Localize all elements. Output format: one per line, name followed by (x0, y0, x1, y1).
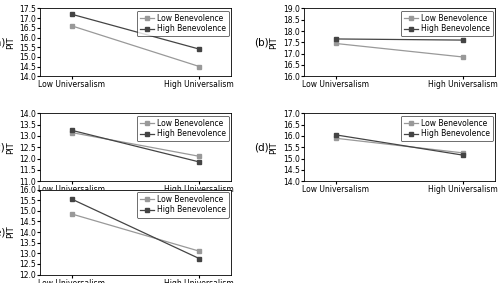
Legend: Low Benevolence, High Benevolence: Low Benevolence, High Benevolence (137, 192, 229, 218)
Y-axis label: PIT: PIT (270, 141, 278, 154)
High Benevolence (460, 153, 466, 157)
Low Benevolence (332, 42, 338, 45)
Low Benevolence (460, 151, 466, 155)
High Benevolence (196, 257, 202, 260)
Legend: Low Benevolence, High Benevolence: Low Benevolence, High Benevolence (137, 116, 229, 141)
High Benevolence (69, 198, 75, 201)
Low Benevolence (460, 55, 466, 59)
Text: (d): (d) (254, 142, 269, 152)
Y-axis label: PIT: PIT (6, 226, 15, 238)
High Benevolence (196, 48, 202, 51)
Line: High Benevolence: High Benevolence (70, 12, 202, 52)
Line: High Benevolence: High Benevolence (70, 197, 202, 261)
Line: Low Benevolence: Low Benevolence (70, 130, 202, 159)
Low Benevolence (69, 212, 75, 216)
Line: Low Benevolence: Low Benevolence (334, 136, 466, 155)
High Benevolence (460, 38, 466, 42)
Low Benevolence (196, 250, 202, 253)
Line: Low Benevolence: Low Benevolence (70, 212, 202, 254)
Legend: Low Benevolence, High Benevolence: Low Benevolence, High Benevolence (401, 11, 492, 37)
Low Benevolence (69, 24, 75, 28)
Text: (a): (a) (0, 37, 5, 47)
Text: (b): (b) (254, 37, 269, 47)
Low Benevolence (196, 155, 202, 158)
Text: (c): (c) (0, 142, 5, 152)
Y-axis label: PIT: PIT (270, 36, 278, 49)
Y-axis label: PIT: PIT (6, 141, 15, 154)
Legend: Low Benevolence, High Benevolence: Low Benevolence, High Benevolence (401, 116, 492, 141)
High Benevolence (332, 133, 338, 137)
Y-axis label: PIT: PIT (6, 36, 15, 49)
Legend: Low Benevolence, High Benevolence: Low Benevolence, High Benevolence (137, 11, 229, 37)
High Benevolence (69, 13, 75, 16)
Line: High Benevolence: High Benevolence (334, 132, 466, 158)
Line: High Benevolence: High Benevolence (334, 37, 466, 42)
Text: (e): (e) (0, 227, 5, 237)
High Benevolence (332, 37, 338, 41)
High Benevolence (69, 129, 75, 132)
Low Benevolence (69, 131, 75, 134)
Line: High Benevolence: High Benevolence (70, 128, 202, 164)
High Benevolence (196, 160, 202, 164)
Low Benevolence (196, 65, 202, 68)
Line: Low Benevolence: Low Benevolence (70, 23, 202, 69)
Line: Low Benevolence: Low Benevolence (334, 41, 466, 59)
Low Benevolence (332, 136, 338, 140)
